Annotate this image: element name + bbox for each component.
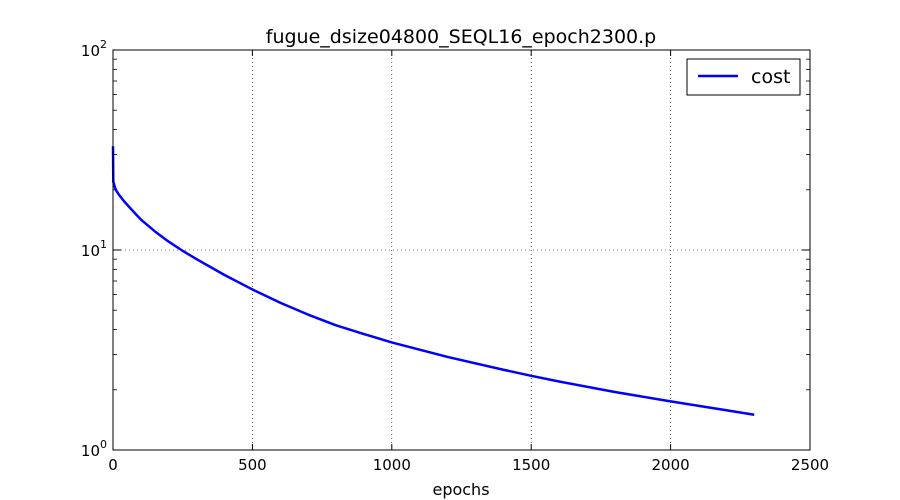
grid (113, 50, 810, 450)
y-tick-base: 10 (81, 42, 100, 60)
y-tick-exponent: 1 (100, 238, 107, 251)
x-tick-label: 1500 (512, 456, 550, 474)
x-tick-label: 500 (238, 456, 267, 474)
y-tick-label: 102 (81, 38, 107, 60)
x-tick-label: 2000 (652, 456, 690, 474)
x-tick-label: 2500 (791, 456, 829, 474)
y-tick-base: 10 (81, 442, 100, 460)
y-tick-exponent: 0 (100, 438, 107, 451)
series-line-cost (111, 146, 755, 417)
x-tick-label: 1000 (373, 456, 411, 474)
y-tick-base: 10 (81, 242, 100, 260)
y-tick-exponent: 2 (100, 38, 107, 51)
legend: cost (686, 58, 801, 96)
chart-title: fugue_dsize04800_SEQL16_epoch2300.p (266, 26, 656, 48)
y-tick-label: 101 (81, 238, 107, 260)
x-axis-label: epochs (432, 480, 489, 499)
x-tick-label: 0 (108, 456, 118, 474)
legend-label-cost: cost (751, 66, 790, 88)
y-tick-label: 100 (81, 438, 107, 460)
minor-ticks (113, 58, 810, 391)
x-tick-labels: 0 500 1000 1500 2000 2500 (108, 456, 829, 474)
series-layer (111, 146, 755, 417)
major-ticks (112, 49, 811, 451)
